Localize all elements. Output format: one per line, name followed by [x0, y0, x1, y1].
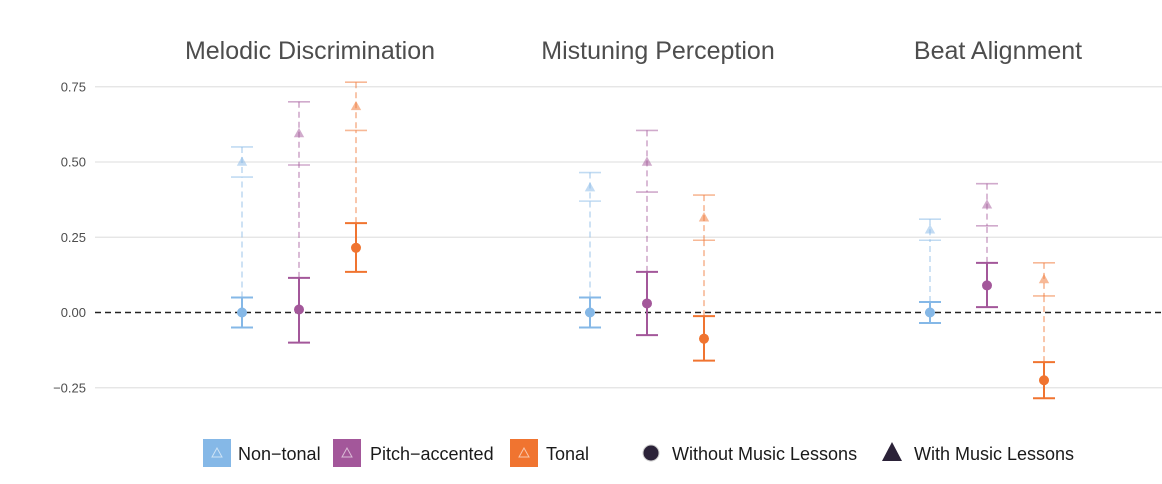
facet-title-beat-alignment: Beat Alignment [914, 37, 1082, 65]
legend-swatch-glyph [211, 446, 223, 458]
y-tick-label: 0.75 [61, 79, 86, 94]
legend-swatch [510, 439, 538, 467]
series-melodic-discrimination-non-tonal [231, 146, 253, 329]
facet-title-melodic-discrimination: Melodic Discrimination [185, 37, 435, 65]
point-without-lessons [982, 280, 992, 291]
point-with-lessons [293, 127, 305, 138]
legend-key-tonal [510, 439, 538, 467]
facet-title-mistuning-perception: Mistuning Perception [541, 37, 774, 65]
y-tick-label: 0.50 [61, 155, 86, 170]
legend-circle-icon [642, 444, 660, 462]
series-mistuning-perception-pitch-accented [636, 129, 658, 337]
point-without-lessons [699, 333, 709, 344]
point-with-lessons [584, 182, 596, 192]
point-with-lessons [236, 156, 248, 166]
legend-swatch [203, 439, 231, 467]
series-melodic-discrimination-tonal [345, 81, 367, 273]
legend-label-with-lessons: With Music Lessons [914, 444, 1074, 464]
legend-label-tonal: Tonal [546, 444, 589, 464]
data-marks [231, 81, 1055, 400]
legend-label-without-lessons: Without Music Lessons [672, 444, 857, 464]
point-with-lessons [641, 156, 653, 166]
legend-label-pitch-accented: Pitch−accented [370, 444, 494, 464]
point-without-lessons [237, 307, 247, 318]
point-with-lessons [981, 199, 993, 209]
legend-swatch-glyph [341, 446, 353, 458]
point-without-lessons [642, 298, 652, 309]
legend-key-non-tonal [203, 439, 231, 467]
y-tick-label: 0.00 [61, 305, 86, 320]
point-without-lessons [351, 242, 361, 253]
point-without-lessons [585, 307, 595, 318]
series-mistuning-perception-tonal [693, 194, 715, 362]
point-with-lessons [1038, 273, 1050, 284]
point-with-lessons [350, 100, 362, 111]
legend-triangle-icon [882, 442, 902, 461]
y-tick-label: −0.25 [53, 380, 86, 395]
facet-titles: Melodic Discrimination Mistuning Percepti… [185, 37, 1082, 65]
legend-key-pitch-accented [333, 439, 361, 467]
series-beat-alignment-pitch-accented [976, 182, 998, 309]
y-tick-label: 0.25 [61, 230, 86, 245]
point-with-lessons [698, 212, 710, 222]
series-beat-alignment-non-tonal [919, 218, 941, 325]
point-without-lessons [294, 304, 304, 315]
legend-label-non-tonal: Non−tonal [238, 444, 321, 464]
series-beat-alignment-tonal [1033, 262, 1055, 400]
point-without-lessons [925, 307, 935, 318]
series-mistuning-perception-non-tonal [579, 171, 601, 329]
series-melodic-discrimination-pitch-accented [288, 101, 310, 344]
gridlines [95, 86, 1162, 389]
point-with-lessons [924, 224, 936, 234]
legend-swatch-glyph [518, 446, 530, 458]
point-without-lessons [1039, 375, 1049, 386]
legend: Non−tonal Pitch−accented Tonal Without Musi… [203, 439, 1074, 467]
y-axis-ticks: 0.75 0.50 0.25 0.00 −0.25 [53, 79, 86, 395]
legend-swatch [333, 439, 361, 467]
